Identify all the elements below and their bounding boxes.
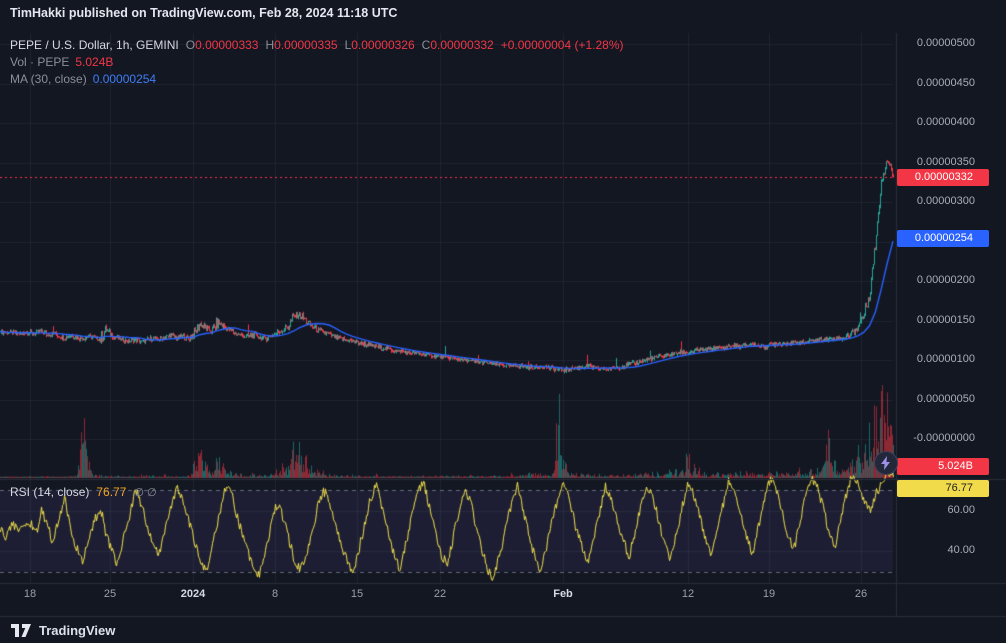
ohlc-row: PEPE / U.S. Dollar, 1h, GEMINI O0.0000033… <box>10 37 624 54</box>
volume-label: Vol · PEPE <box>10 55 70 69</box>
open-key: O <box>185 38 196 52</box>
price-axis-label: 0.00000500 <box>916 37 975 49</box>
last-price-badge: 0.00000332 <box>897 169 989 186</box>
price-axis-label: 0.00000350 <box>916 156 975 168</box>
ma-value: 0.00000254 <box>92 72 157 86</box>
time-axis-label: 25 <box>103 588 117 600</box>
time-axis-label: 2024 <box>180 588 206 600</box>
high-key: H <box>265 38 275 52</box>
close-key: C <box>421 38 431 52</box>
time-axis-label: Feb <box>553 588 573 600</box>
time-axis-label: 22 <box>433 588 447 600</box>
open-value: 0.00000333 <box>195 38 259 52</box>
close-value: 0.00000332 <box>430 38 494 52</box>
publish-header: TimHakki published on TradingView.com, F… <box>10 6 398 20</box>
volume-row: Vol · PEPE 5.024B <box>10 54 624 71</box>
ma-row: MA (30, close) 0.00000254 <box>10 71 624 88</box>
tradingview-logo-icon[interactable] <box>10 623 32 638</box>
rsi-value: 76.77 <box>96 485 127 499</box>
price-axis-label: 0.00000300 <box>916 195 975 207</box>
time-axis-label: 18 <box>23 588 37 600</box>
price-axis-label: 0.00000400 <box>916 116 975 128</box>
rsi-axis-label: 60.00 <box>947 504 975 516</box>
time-axis-label: 26 <box>854 588 868 600</box>
boost-button[interactable] <box>874 451 898 475</box>
price-axis-label: 0.00000150 <box>916 314 975 326</box>
volume-value: 5.024B <box>75 55 114 69</box>
price-axis-label: 0.00000050 <box>916 393 975 405</box>
rsi-label: RSI (14, close) <box>10 485 90 499</box>
change-value: +0.00000004 (+1.28%) <box>500 38 624 52</box>
low-value: 0.00000326 <box>351 38 415 52</box>
lightning-icon <box>881 456 890 470</box>
price-axis-label: -0.00000000 <box>913 432 975 444</box>
price-axis-label: 0.00000100 <box>916 353 975 365</box>
rsi-axis-label: 40.00 <box>947 544 975 556</box>
ma-badge: 0.00000254 <box>897 230 989 247</box>
time-axis-label: 15 <box>350 588 364 600</box>
time-axis-label: 19 <box>762 588 776 600</box>
footer: TradingView <box>0 617 1006 643</box>
volume-badge: 5.024B <box>897 458 989 475</box>
rsi-empty-markers: ∅ ∅ <box>134 487 157 499</box>
price-axis-label: 0.00000450 <box>916 77 975 89</box>
price-axis-label: 0.00000200 <box>916 274 975 286</box>
symbol-legend[interactable]: PEPE / U.S. Dollar, 1h, GEMINI O0.0000033… <box>10 37 624 88</box>
symbol-title: PEPE / U.S. Dollar, 1h, GEMINI <box>10 38 179 52</box>
ma-label: MA (30, close) <box>10 72 87 86</box>
brand-name[interactable]: TradingView <box>39 622 116 638</box>
rsi-legend[interactable]: RSI (14, close) 76.77 ∅ ∅ <box>10 485 157 499</box>
high-value: 0.00000335 <box>274 38 338 52</box>
low-key: L <box>344 38 352 52</box>
time-axis-label: 12 <box>681 588 695 600</box>
time-axis-label: 8 <box>271 588 279 600</box>
rsi-badge: 76.77 <box>897 480 989 497</box>
